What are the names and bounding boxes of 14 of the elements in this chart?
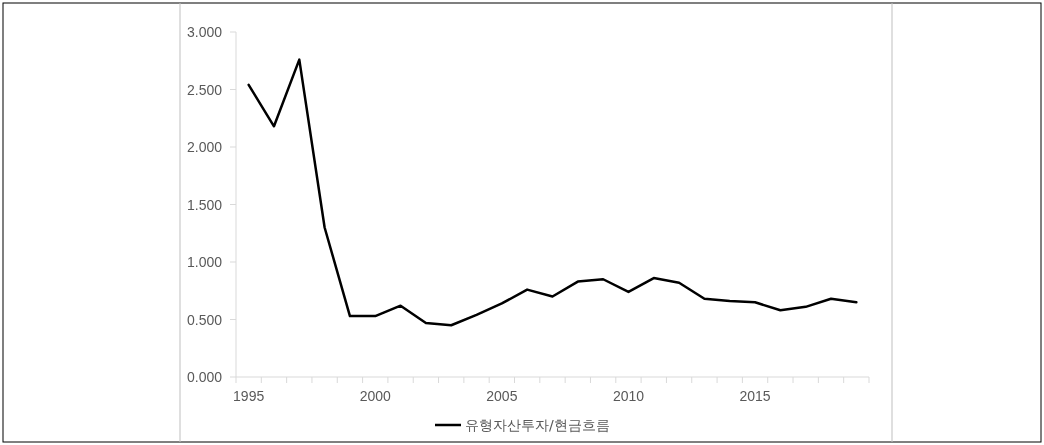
y-tick-label: 1.000 (186, 254, 223, 270)
x-tick-label: 2005 (486, 388, 518, 404)
y-tick-label: 3.000 (186, 24, 223, 40)
y-tick-label: 0.500 (186, 311, 223, 328)
x-tick-label: 2015 (739, 388, 771, 404)
y-tick-label: 0.000 (186, 369, 223, 385)
y-tick-label: 2.500 (186, 81, 223, 98)
x-tick-label: 1995 (233, 388, 265, 404)
y-tick-label: 1.500 (186, 196, 223, 213)
x-tick-label: 2010 (612, 388, 645, 404)
line-series (247, 58, 858, 327)
y-tick-label: 2.000 (186, 139, 223, 155)
legend-label: 유형자산투자/현금흐름 (465, 417, 610, 433)
x-tick-label: 2000 (359, 388, 392, 404)
